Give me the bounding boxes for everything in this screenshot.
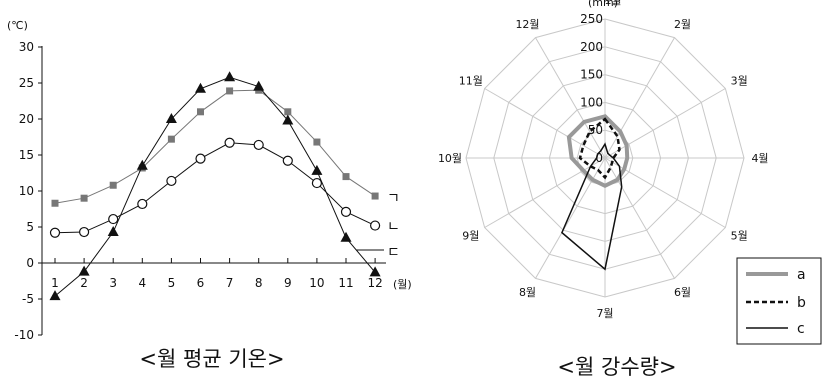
temp-series-line-2 [54, 142, 376, 234]
temp-point-2 [370, 220, 381, 231]
radar-tick-label: 100 [580, 95, 603, 109]
temp-point-3 [282, 114, 294, 125]
temp-point-2 [340, 206, 352, 217]
temp-y-tick-label: -10 [14, 328, 34, 342]
radar-series-b [578, 117, 621, 180]
radar-month-label: 10월 [438, 152, 462, 165]
radar-tick-label: 200 [580, 40, 603, 54]
temp-point-1 [80, 194, 88, 202]
temp-y-tick-label: -5 [22, 292, 34, 306]
temp-x-tick-label: 2 [80, 276, 88, 290]
temp-x-tick-label: 7 [226, 276, 234, 290]
radar-tick-label: 50 [588, 123, 603, 137]
radar-month-label: 1월 [604, 0, 621, 7]
temp-point-1 [371, 192, 379, 200]
temp-x-tick-label: 11 [338, 276, 353, 290]
temp-point-2 [137, 198, 148, 210]
radar-series-a [566, 114, 630, 189]
temp-x-tick-label: 10 [309, 276, 324, 290]
temp-caption: <월 평균 기온> [139, 347, 284, 371]
temp-point-1 [313, 138, 321, 146]
temp-x-tick-label: 9 [284, 276, 292, 290]
temp-point-2 [311, 177, 322, 189]
temp-y-tick-label: 20 [19, 112, 34, 126]
temp-point-1 [51, 199, 59, 207]
radar-spoke [484, 88, 606, 159]
legend-label-a: a [797, 267, 806, 283]
radar-caption: <월 강수량> [557, 355, 676, 379]
temp-series-line-1 [54, 89, 376, 204]
temp-x-unit: (월) [393, 278, 412, 291]
temp-point-1 [342, 173, 350, 181]
temp-y-tick-label: 30 [19, 40, 34, 54]
radar-legend: a b c [736, 257, 822, 345]
series-tag-3: ㄷ [387, 245, 400, 261]
temp-x-tick-label: 1 [51, 276, 59, 290]
radar-spoke [604, 37, 675, 159]
temp-y-tick-label: 5 [26, 220, 34, 234]
temp-point-2 [49, 227, 61, 238]
temp-point-3 [195, 82, 206, 93]
series-tag-2: ㄴ [387, 219, 400, 235]
series-tag-1: ㄱ [387, 191, 400, 207]
radar-month-label: 4월 [751, 152, 768, 165]
temp-x-tick-label: 5 [168, 276, 176, 290]
radar-series-c [561, 142, 623, 271]
radar-month-label: 2월 [674, 18, 691, 31]
temp-point-2 [224, 137, 235, 148]
temp-point-1 [109, 181, 117, 189]
temp-point-3 [78, 265, 90, 276]
temp-y-tick-label: 10 [19, 184, 34, 198]
radar-spoke [535, 37, 606, 159]
temp-point-1 [226, 87, 234, 95]
temp-x-tick-label: 6 [197, 276, 205, 290]
temp-series-line-3 [54, 76, 376, 297]
temp-point-1 [284, 108, 292, 116]
temp-y-tick-label: 15 [19, 148, 34, 162]
radar-tick-label: 0 [595, 151, 603, 165]
radar-month-label: 3월 [731, 75, 748, 88]
temp-x-tick-label: 4 [138, 276, 146, 290]
temp-point-3 [311, 164, 323, 175]
radar-month-label: 9월 [462, 230, 479, 243]
temp-point-2 [108, 213, 119, 225]
temp-y-unit: (℃) [7, 19, 28, 32]
radar-month-label: 5월 [731, 230, 748, 243]
temp-y-tick-label: 25 [19, 76, 34, 90]
radar-tick-label: 250 [580, 12, 603, 26]
radar-unit: (mm) [588, 0, 618, 9]
radar-month-label: 12월 [515, 18, 539, 31]
temp-point-3 [224, 71, 236, 82]
radar-month-label: 7월 [596, 307, 613, 320]
radar-tick-label: 150 [580, 68, 603, 82]
temp-x-tick-label: 3 [109, 276, 117, 290]
temp-point-1 [167, 135, 175, 143]
radar-month-label: 8월 [519, 286, 536, 299]
temp-point-3 [165, 113, 177, 123]
temp-x-tick-label: 8 [255, 276, 263, 290]
radar-month-label: 11월 [459, 75, 483, 88]
temp-point-1 [197, 108, 204, 116]
temp-point-3 [253, 80, 265, 91]
precipitation-chart: 0 50 100 150 200 250 (mm) 1월 2월 3월 4월 5월 6월 7월 8월 9월 1… [438, 0, 822, 379]
temp-point-2 [282, 155, 293, 166]
legend-label-c: c [797, 321, 805, 337]
temp-point-2 [253, 139, 264, 151]
temp-point-3 [107, 226, 119, 237]
temp-point-2 [195, 153, 206, 164]
radar-month-label: 6월 [674, 286, 691, 299]
temp-point-2 [166, 175, 177, 187]
temp-point-3 [136, 159, 148, 170]
temp-point-3 [340, 231, 352, 242]
temp-point-3 [369, 266, 381, 277]
temp-y-tick-label: 0 [26, 256, 34, 270]
legend-label-b: b [797, 295, 806, 311]
temp-point-2 [78, 226, 90, 238]
temp-x-tick-label: 12 [367, 276, 382, 290]
temp-point-3 [49, 290, 61, 301]
